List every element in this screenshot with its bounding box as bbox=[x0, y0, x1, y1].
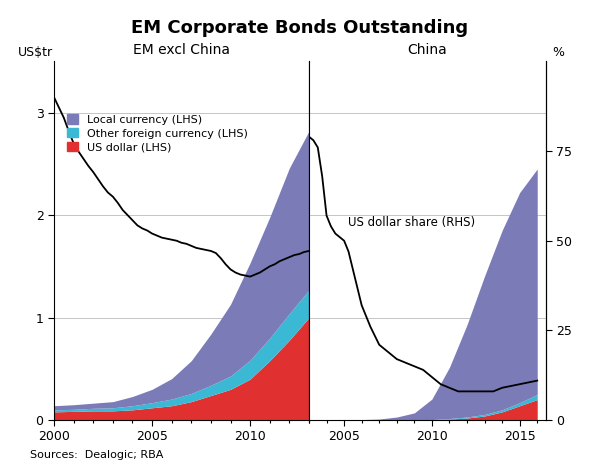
Text: Sources:  Dealogic; RBA: Sources: Dealogic; RBA bbox=[30, 450, 163, 460]
Text: US$tr: US$tr bbox=[18, 46, 53, 59]
Text: US dollar share (RHS): US dollar share (RHS) bbox=[347, 216, 475, 229]
Title: EM excl China: EM excl China bbox=[133, 43, 230, 58]
Text: %: % bbox=[552, 46, 564, 59]
Title: China: China bbox=[407, 43, 448, 58]
Text: EM Corporate Bonds Outstanding: EM Corporate Bonds Outstanding bbox=[131, 19, 469, 37]
Legend: Local currency (LHS), Other foreign currency (LHS), US dollar (LHS): Local currency (LHS), Other foreign curr… bbox=[62, 110, 252, 157]
